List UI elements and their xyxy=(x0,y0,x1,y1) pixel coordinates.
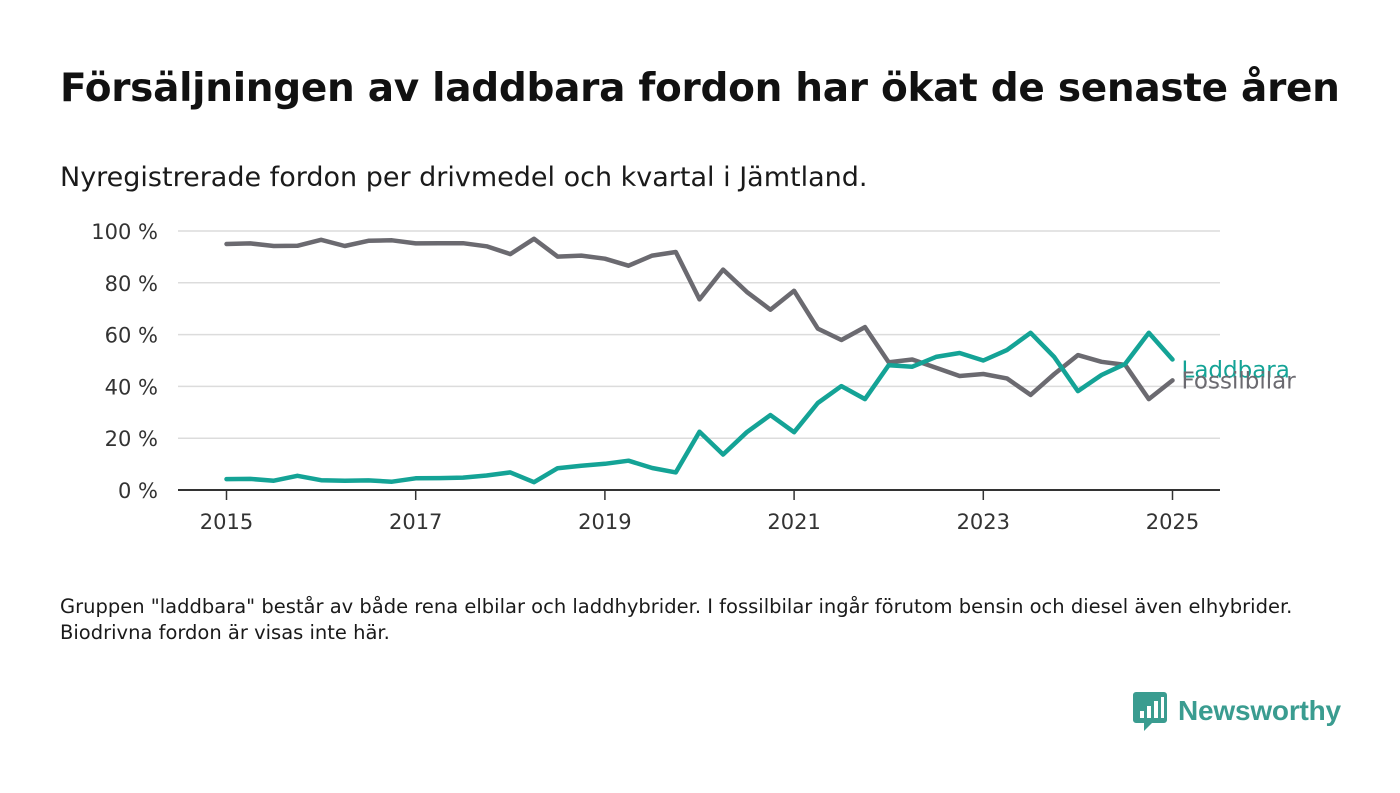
x-tick-label: 2025 xyxy=(1146,510,1199,534)
y-tick-label: 100 % xyxy=(91,220,158,244)
y-axis: 0 % 20 % 40 % 60 % 80 % 100 % xyxy=(91,220,158,503)
chart-footnote: Gruppen "laddbara" består av både rena e… xyxy=(60,595,1293,644)
series-lines xyxy=(224,236,1175,485)
series-label-fossilbilar: Fossilbilar xyxy=(1182,368,1297,394)
x-axis: 2015 2017 2019 2021 2023 2025 xyxy=(200,490,1199,534)
x-tick-label: 2023 xyxy=(957,510,1010,534)
series-line-laddbara xyxy=(224,330,1175,485)
y-tick-label: 0 % xyxy=(118,479,158,503)
y-tick-label: 20 % xyxy=(105,427,158,451)
y-tick-label: 40 % xyxy=(105,375,158,399)
newsworthy-logo-icon xyxy=(1133,692,1167,731)
brand-name: Newsworthy xyxy=(1178,695,1341,726)
x-tick-label: 2021 xyxy=(767,510,820,534)
chart-title: Försäljningen av laddbara fordon har öka… xyxy=(60,66,1340,111)
series-line-fossilbilar xyxy=(224,236,1175,402)
x-tick-label: 2015 xyxy=(200,510,253,534)
x-tick-label: 2017 xyxy=(389,510,442,534)
chart-subtitle: Nyregistrerade fordon per drivmedel och … xyxy=(60,162,868,193)
y-tick-label: 60 % xyxy=(105,324,158,348)
x-tick-label: 2019 xyxy=(578,510,631,534)
gridlines xyxy=(178,230,1220,439)
series-label-laddbara: Laddbara xyxy=(1182,357,1290,383)
brand-logo: Newsworthy xyxy=(1132,690,1341,732)
y-tick-label: 80 % xyxy=(105,272,158,296)
